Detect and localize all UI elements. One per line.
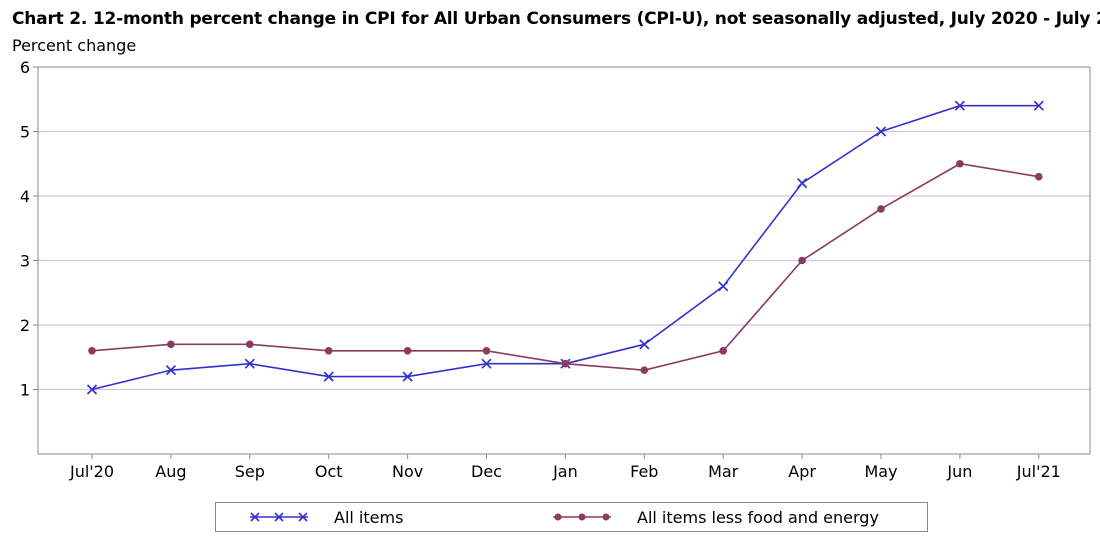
point-1-1 — [167, 340, 175, 349]
point-0-7 — [639, 339, 650, 350]
x-axis-ticks: Jul'20 Aug Sep Oct Nov Dec Jan Feb Mar Apr May Jun J… — [69, 454, 1061, 481]
series-layer — [86, 100, 1044, 395]
grid-lines — [38, 130, 1090, 391]
point-0-11 — [954, 100, 966, 111]
xtick-label-12: Jul'21 — [1016, 462, 1061, 481]
point-1-0 — [88, 347, 96, 355]
point-1-9 — [798, 256, 806, 265]
series-line-0 — [91, 104, 1039, 391]
xtick-label-9: Apr — [788, 462, 816, 481]
legend-item-all-items: All items — [246, 503, 403, 531]
point-1-12 — [1035, 172, 1043, 181]
xtick-label-2: Sep — [235, 462, 265, 481]
ytick-label-1: 1 — [20, 381, 30, 400]
series-line-1 — [91, 162, 1039, 371]
point-1-7 — [640, 366, 649, 374]
xtick-label-3: Oct — [315, 462, 343, 481]
point-1-2 — [246, 340, 254, 349]
ytick-label-3: 3 — [20, 252, 30, 271]
xtick-label-11: Jun — [946, 462, 972, 481]
xtick-label-4: Nov — [392, 462, 423, 481]
point-1-3 — [324, 347, 333, 355]
point-0-3 — [323, 371, 334, 382]
chart-title: Chart 2. 12-month percent change in CPI … — [12, 9, 1100, 29]
ytick-label-2: 2 — [20, 316, 30, 335]
point-0-10 — [875, 126, 887, 137]
xtick-label-8: Mar — [708, 462, 739, 481]
ytick-label-6: 6 — [20, 58, 30, 77]
point-0-12 — [1033, 100, 1044, 111]
point-1-10 — [877, 205, 885, 213]
point-0-4 — [402, 371, 413, 382]
point-0-8 — [718, 281, 729, 292]
point-1-6 — [561, 359, 570, 368]
xtick-label-5: Dec — [471, 462, 502, 481]
xtick-label-7: Feb — [630, 462, 658, 481]
xtick-label-0: Jul'20 — [69, 462, 114, 481]
point-1-8 — [719, 347, 727, 355]
point-1-11 — [956, 159, 964, 168]
series-0 — [86, 100, 1044, 395]
point-0-2 — [244, 358, 255, 369]
y-axis-ticks: 1 2 3 4 5 6 — [20, 58, 38, 400]
xtick-label-10: May — [864, 462, 897, 481]
legend-item-core: All items less food and energy — [549, 503, 879, 531]
point-0-5 — [481, 358, 492, 369]
point-0-0 — [86, 384, 98, 395]
legend: All items All items less food and energy — [215, 502, 928, 532]
point-1-4 — [403, 347, 412, 355]
legend-swatch-all-items — [250, 512, 308, 522]
xtick-label-6: Jan — [552, 462, 578, 481]
legend-label-core: All items less food and energy — [637, 507, 879, 527]
line-chart: 1 2 3 4 5 6 Jul'20 Aug Sep Oct Nov Dec Jan Feb Mar Apr… — [20, 58, 1091, 481]
point-0-1 — [165, 365, 177, 376]
ytick-label-5: 5 — [20, 123, 30, 142]
legend-label-all-items: All items — [334, 507, 404, 527]
point-1-5 — [482, 347, 491, 355]
series-1 — [88, 159, 1043, 374]
ytick-label-4: 4 — [20, 187, 30, 206]
xtick-label-1: Aug — [155, 462, 186, 481]
point-0-9 — [796, 177, 808, 189]
y-axis-label: Percent change — [12, 36, 137, 55]
legend-swatch-core — [553, 513, 611, 521]
